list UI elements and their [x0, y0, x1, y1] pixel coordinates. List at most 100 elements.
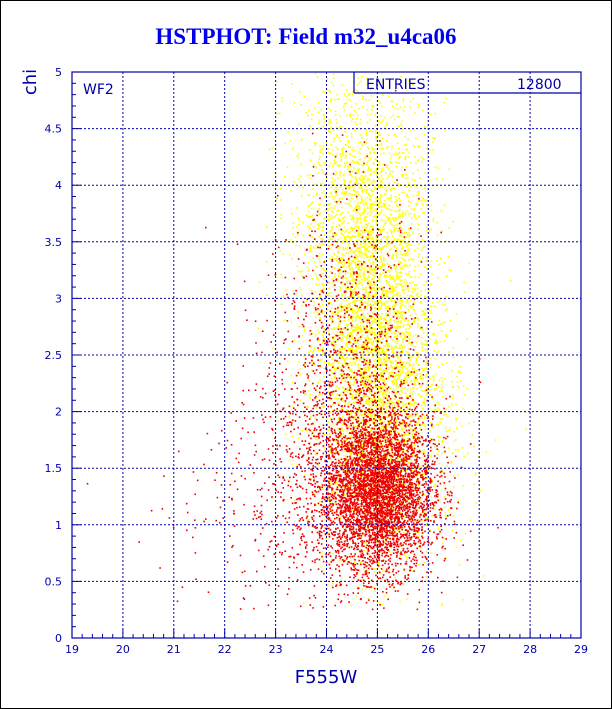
yellow-point [327, 276, 329, 278]
yellow-point [365, 254, 367, 256]
yellow-point [351, 293, 354, 296]
yellow-point [327, 219, 330, 221]
yellow-point [390, 348, 392, 350]
yellow-point [382, 377, 385, 380]
yellow-point [381, 286, 383, 289]
yellow-point [383, 378, 385, 381]
yellow-point [338, 334, 340, 337]
yellow-point [412, 364, 414, 367]
yellow-point [365, 294, 368, 297]
yellow-point [399, 267, 402, 269]
yellow-point [473, 483, 475, 486]
yellow-point [383, 363, 386, 365]
yellow-point [374, 345, 376, 347]
yellow-point [349, 273, 352, 276]
yellow-point [338, 98, 340, 101]
yellow-point [366, 88, 369, 91]
yellow-point [402, 311, 405, 313]
yellow-point [406, 294, 409, 297]
yellow-point [385, 377, 388, 379]
yellow-point [406, 558, 408, 560]
yellow-point [402, 268, 404, 270]
yellow-point [312, 304, 315, 307]
yellow-point [361, 588, 363, 591]
yellow-point [363, 218, 365, 221]
yellow-point [407, 370, 409, 372]
yellow-point [380, 115, 382, 117]
yellow-point [415, 186, 418, 188]
yellow-point [360, 80, 362, 83]
yellow-point [372, 179, 375, 181]
yellow-point [364, 210, 367, 212]
yellow-point [331, 183, 333, 186]
yellow-point [369, 152, 372, 155]
yellow-point [360, 187, 363, 190]
yellow-point [355, 327, 358, 329]
yellow-point [431, 515, 433, 517]
yellow-point [393, 266, 396, 269]
yellow-point [310, 215, 313, 218]
yellow-point [338, 478, 340, 480]
yellow-point [347, 472, 349, 475]
yellow-point [321, 551, 324, 553]
yellow-point [357, 161, 359, 164]
yellow-point [400, 429, 403, 431]
yellow-point [332, 140, 335, 143]
yellow-point [328, 361, 330, 364]
yellow-point [383, 303, 386, 306]
yellow-point [374, 151, 377, 153]
yellow-point [394, 328, 397, 330]
yellow-point [338, 323, 341, 326]
yellow-point [400, 228, 403, 230]
yellow-point [375, 218, 378, 221]
yellow-point [440, 209, 443, 212]
yellow-point [405, 173, 407, 176]
yellow-point [291, 83, 293, 85]
yellow-point [320, 566, 323, 568]
yellow-point [372, 252, 374, 254]
yellow-point [381, 318, 383, 321]
yellow-point [356, 298, 359, 301]
yellow-point [317, 314, 319, 316]
yellow-point [358, 206, 361, 208]
yellow-point [340, 310, 343, 312]
yellow-point [366, 382, 369, 385]
yellow-point [325, 194, 327, 197]
yellow-point [386, 122, 389, 124]
yellow-point [426, 392, 428, 395]
yellow-point [395, 363, 398, 366]
yellow-point [380, 346, 382, 349]
yellow-point [380, 183, 383, 186]
yellow-point [379, 102, 381, 104]
yellow-point [381, 312, 383, 315]
yellow-point [375, 174, 378, 176]
yellow-point [393, 245, 396, 247]
yellow-point [381, 444, 384, 446]
yellow-point [344, 490, 346, 492]
yellow-point [319, 379, 321, 381]
yellow-point [404, 427, 406, 429]
yellow-point [360, 309, 363, 312]
yellow-point [355, 160, 358, 163]
yellow-point [410, 306, 413, 308]
yellow-point [434, 439, 436, 442]
yellow-point [402, 325, 405, 328]
yellow-point [334, 114, 337, 116]
yellow-point [386, 280, 388, 283]
yellow-point [326, 395, 329, 397]
yellow-point [399, 199, 401, 202]
yellow-point [355, 240, 358, 242]
yellow-point [328, 118, 331, 121]
yellow-point [383, 540, 385, 543]
yellow-point [402, 527, 405, 530]
yellow-point [366, 414, 369, 417]
yellow-point [451, 386, 454, 388]
yellow-point [313, 311, 316, 313]
yellow-point [385, 190, 388, 193]
yellow-point [339, 310, 342, 312]
yellow-point [422, 211, 424, 214]
yellow-point [368, 245, 370, 248]
yellow-point [410, 299, 412, 301]
yellow-point [341, 152, 344, 154]
yellow-point [381, 374, 384, 376]
